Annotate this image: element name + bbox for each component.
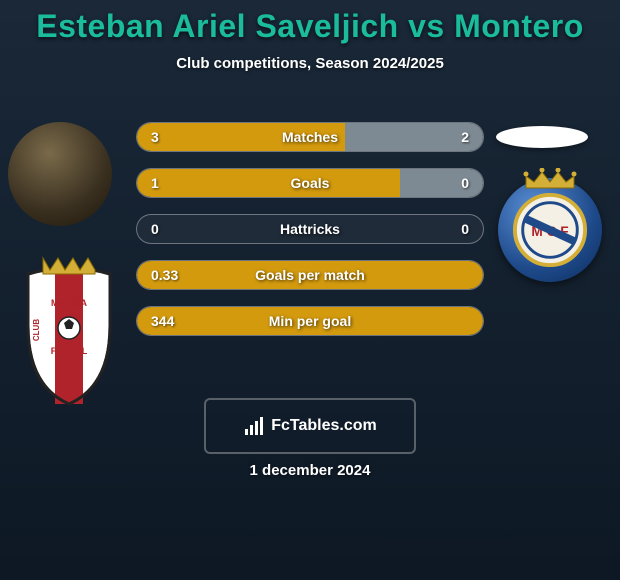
- svg-text:MURCIA: MURCIA: [51, 298, 87, 308]
- player-photo-left: [8, 122, 112, 226]
- stat-row: 0 Hattricks 0: [136, 214, 484, 244]
- stat-label: Min per goal: [137, 313, 483, 329]
- club-badge-left: MURCIA FUTBOL CLUB: [18, 256, 120, 408]
- stats-container: 3 Matches 2 1 Goals 0 0 Hattricks 0 0.33…: [136, 122, 484, 352]
- stat-label: Goals: [137, 175, 483, 191]
- footer-badge: FcTables.com: [204, 398, 416, 454]
- stat-row: 3 Matches 2: [136, 122, 484, 152]
- stat-value-right: 0: [461, 175, 469, 191]
- svg-text:CLUB: CLUB: [32, 319, 41, 341]
- club-badge-right: M C F: [498, 178, 602, 282]
- crest-icon: M C F: [511, 191, 589, 269]
- footer-brand: FcTables.com: [271, 417, 377, 435]
- stat-value-right: 2: [461, 129, 469, 145]
- footer-date: 1 december 2024: [0, 462, 620, 479]
- stat-label: Matches: [137, 129, 483, 145]
- player-photo-right: [496, 126, 588, 148]
- chart-icon: [243, 415, 265, 437]
- stat-row: 1 Goals 0: [136, 168, 484, 198]
- page-subtitle: Club competitions, Season 2024/2025: [0, 55, 620, 72]
- stat-label: Hattricks: [137, 221, 483, 237]
- stat-label: Goals per match: [137, 267, 483, 283]
- stat-value-right: 0: [461, 221, 469, 237]
- page-title: Esteban Ariel Saveljich vs Montero: [0, 0, 620, 45]
- shield-icon: MURCIA FUTBOL CLUB: [28, 258, 110, 404]
- svg-text:FUTBOL: FUTBOL: [51, 346, 88, 356]
- stat-row: 344 Min per goal: [136, 306, 484, 336]
- stat-row: 0.33 Goals per match: [136, 260, 484, 290]
- crown-icon: [520, 168, 580, 190]
